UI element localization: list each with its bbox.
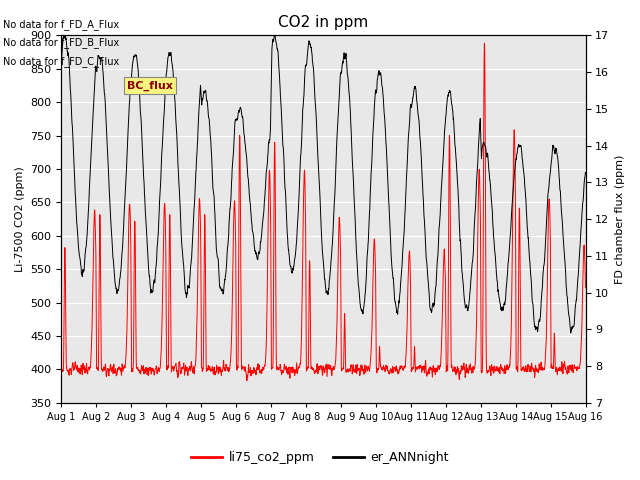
- Text: No data for f_FD_A_Flux: No data for f_FD_A_Flux: [3, 19, 119, 30]
- Text: No data for f_FD_C_Flux: No data for f_FD_C_Flux: [3, 56, 120, 67]
- Title: CO2 in ppm: CO2 in ppm: [278, 15, 369, 30]
- Y-axis label: Li-7500 CO2 (ppm): Li-7500 CO2 (ppm): [15, 166, 25, 272]
- Text: BC_flux: BC_flux: [127, 81, 173, 91]
- Y-axis label: FD chamber flux (ppm): FD chamber flux (ppm): [615, 155, 625, 284]
- Legend: li75_co2_ppm, er_ANNnight: li75_co2_ppm, er_ANNnight: [186, 446, 454, 469]
- Text: No data for f_FD_B_Flux: No data for f_FD_B_Flux: [3, 37, 120, 48]
